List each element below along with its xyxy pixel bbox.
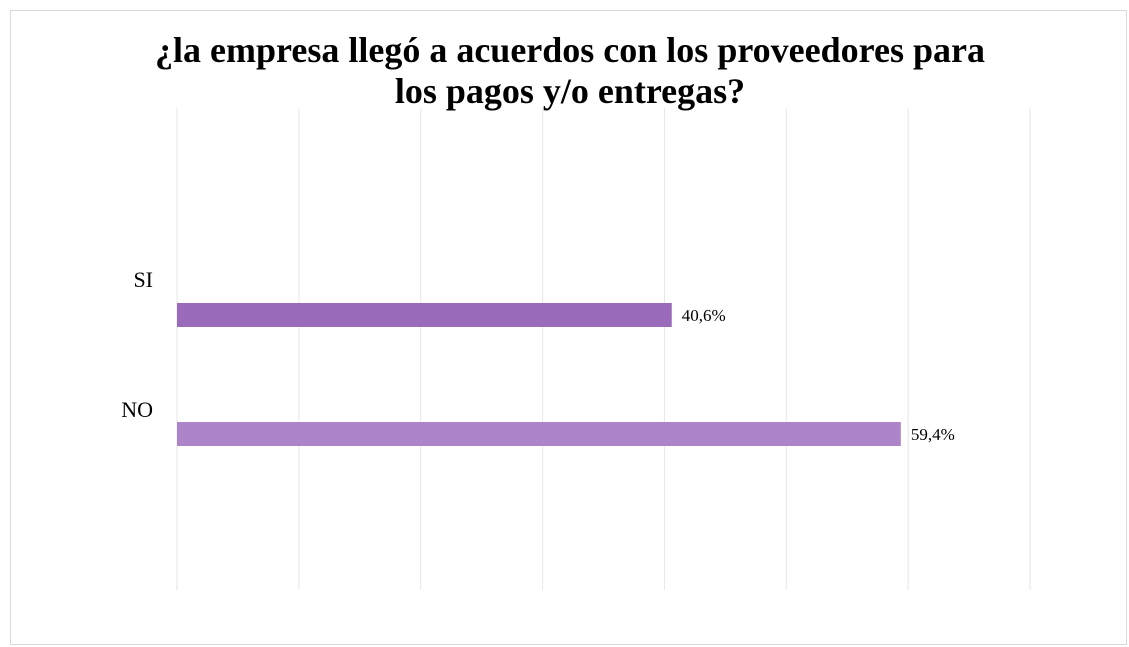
value-label-no: 59,4% bbox=[911, 425, 955, 444]
category-label-no: NO bbox=[121, 397, 153, 422]
chart-title-line-2: los pagos y/o entregas? bbox=[394, 71, 746, 111]
bar-si bbox=[177, 303, 672, 327]
chart-title-line-1: ¿la empresa llegó a acuerdos con los pro… bbox=[155, 30, 985, 70]
chart-title: ¿la empresa llegó a acuerdos con los pro… bbox=[100, 30, 1040, 112]
category-label-si: SI bbox=[133, 267, 153, 292]
bar-no bbox=[177, 422, 901, 446]
gridlines bbox=[176, 108, 1031, 590]
value-label-si: 40,6% bbox=[682, 306, 726, 325]
bars: SI 40,6% NO 59,4% bbox=[121, 267, 955, 446]
chart-frame bbox=[10, 10, 1127, 645]
